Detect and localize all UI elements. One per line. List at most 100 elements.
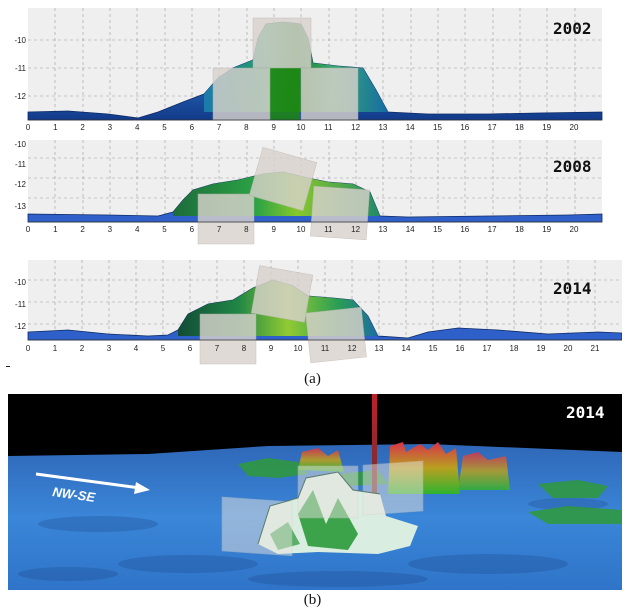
x-tick-label: 5 bbox=[161, 344, 166, 353]
x-tick-label: 16 bbox=[460, 225, 469, 234]
render-3d-view: NW-SE 2014 bbox=[8, 394, 622, 590]
x-tick-label: 13 bbox=[375, 344, 384, 353]
y-tick-label: -11 bbox=[15, 300, 27, 309]
x-tick-label: 5 bbox=[162, 123, 167, 132]
profile-panel-2008: 2008 0 1 2 3 4 5 6 7 8 9 10 11 12 13 14 15 16 17 18 19 20 -10… bbox=[8, 140, 622, 246]
x-tick-label: 4 bbox=[135, 123, 140, 132]
x-tick-label: 10 bbox=[294, 344, 303, 353]
profile-panel-2014: 2014 0 1 2 3 4 5 6 7 8 9 10 11 12 13 14 15 16 17 18 19 20 21-… bbox=[8, 256, 622, 366]
x-tick-label: 16 bbox=[460, 123, 469, 132]
arrow-label: NW-SE bbox=[52, 484, 97, 505]
year-label: 2014 bbox=[553, 279, 592, 298]
stray-dash bbox=[6, 366, 10, 367]
x-tick-label: 7 bbox=[217, 123, 222, 132]
x-tick-label: 8 bbox=[244, 225, 249, 234]
x-tick-label: 2 bbox=[80, 123, 85, 132]
sample-box bbox=[310, 185, 370, 241]
x-tick-label: 2 bbox=[80, 344, 85, 353]
x-tick-label: 3 bbox=[108, 225, 113, 234]
y-tick-label: -10 bbox=[14, 140, 26, 149]
x-tick-label: 4 bbox=[135, 225, 140, 234]
x-tick-label: 12 bbox=[348, 344, 357, 353]
x-tick-label: 4 bbox=[134, 344, 139, 353]
x-tick-label: 0 bbox=[26, 123, 31, 132]
y-tick-label: -12 bbox=[14, 180, 26, 189]
profile-panel-2002: 2002 0 1 2 3 4 5 6 7 8 9 10 11 12 13 14 15 16 17 18 19 20 -10… bbox=[8, 8, 622, 136]
y-tick-label: -10 bbox=[14, 36, 26, 45]
x-tick-label: 14 bbox=[402, 344, 411, 353]
x-tick-label: 15 bbox=[429, 344, 438, 353]
profile-chart-2014: 2014 0 1 2 3 4 5 6 7 8 9 10 11 12 13 14 15 16 17 18 19 20 21-… bbox=[8, 256, 622, 366]
x-tick-label: 13 bbox=[378, 123, 387, 132]
y-tick-label: -12 bbox=[14, 322, 26, 331]
x-tick-label: 17 bbox=[488, 123, 497, 132]
year-label: 2008 bbox=[553, 157, 592, 176]
sample-box bbox=[197, 193, 255, 245]
x-tick-label: 0 bbox=[26, 225, 31, 234]
x-tick-label: 17 bbox=[488, 225, 497, 234]
sample-box bbox=[199, 313, 257, 365]
x-tick-label: 8 bbox=[244, 123, 249, 132]
y-tick-label: -10 bbox=[14, 278, 26, 287]
sample-box bbox=[305, 306, 367, 364]
x-tick-label: 14 bbox=[406, 225, 415, 234]
render-year-label: 2014 bbox=[566, 403, 605, 422]
y-tick-label: -11 bbox=[15, 64, 27, 73]
sample-box bbox=[300, 67, 359, 121]
x-tick-label: 17 bbox=[483, 344, 492, 353]
x-tick-label: 9 bbox=[271, 123, 276, 132]
x-tick-label: 6 bbox=[190, 225, 195, 234]
pole bbox=[372, 394, 377, 494]
y-tick-label: -12 bbox=[14, 92, 26, 101]
profile-chart-2002: 2002 0 1 2 3 4 5 6 7 8 9 10 11 12 13 14 15 16 17 18 19 20-10… bbox=[8, 8, 622, 136]
x-tick-label: 10 bbox=[297, 123, 306, 132]
x-tick-label: 19 bbox=[542, 225, 551, 234]
x-tick-label: 13 bbox=[378, 225, 387, 234]
sample-box bbox=[212, 67, 271, 121]
caption-a: (a) bbox=[304, 371, 321, 387]
x-tick-label: 8 bbox=[242, 344, 247, 353]
x-tick-label: 11 bbox=[324, 123, 333, 132]
x-tick-label: 9 bbox=[269, 344, 274, 353]
x-tick-label: 12 bbox=[351, 225, 360, 234]
x-tick-label: 19 bbox=[542, 123, 551, 132]
x-tick-label: 15 bbox=[433, 123, 442, 132]
x-tick-label: 18 bbox=[515, 225, 524, 234]
x-tick-label: 14 bbox=[406, 123, 415, 132]
x-tick-label: 12 bbox=[351, 123, 360, 132]
x-tick-label: 1 bbox=[53, 123, 58, 132]
x-tick-label: 16 bbox=[456, 344, 465, 353]
x-tick-label: 20 bbox=[564, 344, 573, 353]
x-tick-label: 15 bbox=[433, 225, 442, 234]
x-tick-label: 3 bbox=[107, 344, 112, 353]
sample-box bbox=[248, 146, 318, 212]
x-tick-label: 21 bbox=[591, 344, 600, 353]
x-tick-label: 7 bbox=[215, 344, 220, 353]
x-tick-label: 10 bbox=[297, 225, 306, 234]
y-tick-label: -11 bbox=[15, 160, 27, 169]
x-tick-label: 1 bbox=[53, 344, 58, 353]
x-tick-label: 5 bbox=[162, 225, 167, 234]
sample-box bbox=[252, 17, 312, 69]
x-tick-label: 18 bbox=[510, 344, 519, 353]
x-tick-label: 2 bbox=[80, 225, 85, 234]
sample-box bbox=[250, 265, 314, 323]
x-tick-label: 7 bbox=[217, 225, 222, 234]
x-tick-label: 1 bbox=[53, 225, 58, 234]
caption-b: (b) bbox=[303, 592, 322, 608]
profile-chart-2008: 2008 0 1 2 3 4 5 6 7 8 9 10 11 12 13 14 15 16 17 18 19 20-10… bbox=[8, 140, 622, 246]
x-tick-label: 19 bbox=[537, 344, 546, 353]
x-tick-label: 9 bbox=[271, 225, 276, 234]
x-tick-label: 11 bbox=[324, 225, 333, 234]
x-tick-label: 20 bbox=[570, 123, 579, 132]
x-tick-label: 6 bbox=[190, 123, 195, 132]
x-tick-label: 20 bbox=[570, 225, 579, 234]
x-tick-label: 3 bbox=[108, 123, 113, 132]
x-tick-label: 6 bbox=[188, 344, 193, 353]
x-tick-label: 11 bbox=[321, 344, 330, 353]
direction-arrow bbox=[35, 472, 150, 494]
x-tick-label: 18 bbox=[515, 123, 524, 132]
tower-cluster bbox=[458, 452, 510, 490]
y-tick-label: -13 bbox=[14, 202, 26, 211]
x-tick-label: 0 bbox=[26, 344, 31, 353]
